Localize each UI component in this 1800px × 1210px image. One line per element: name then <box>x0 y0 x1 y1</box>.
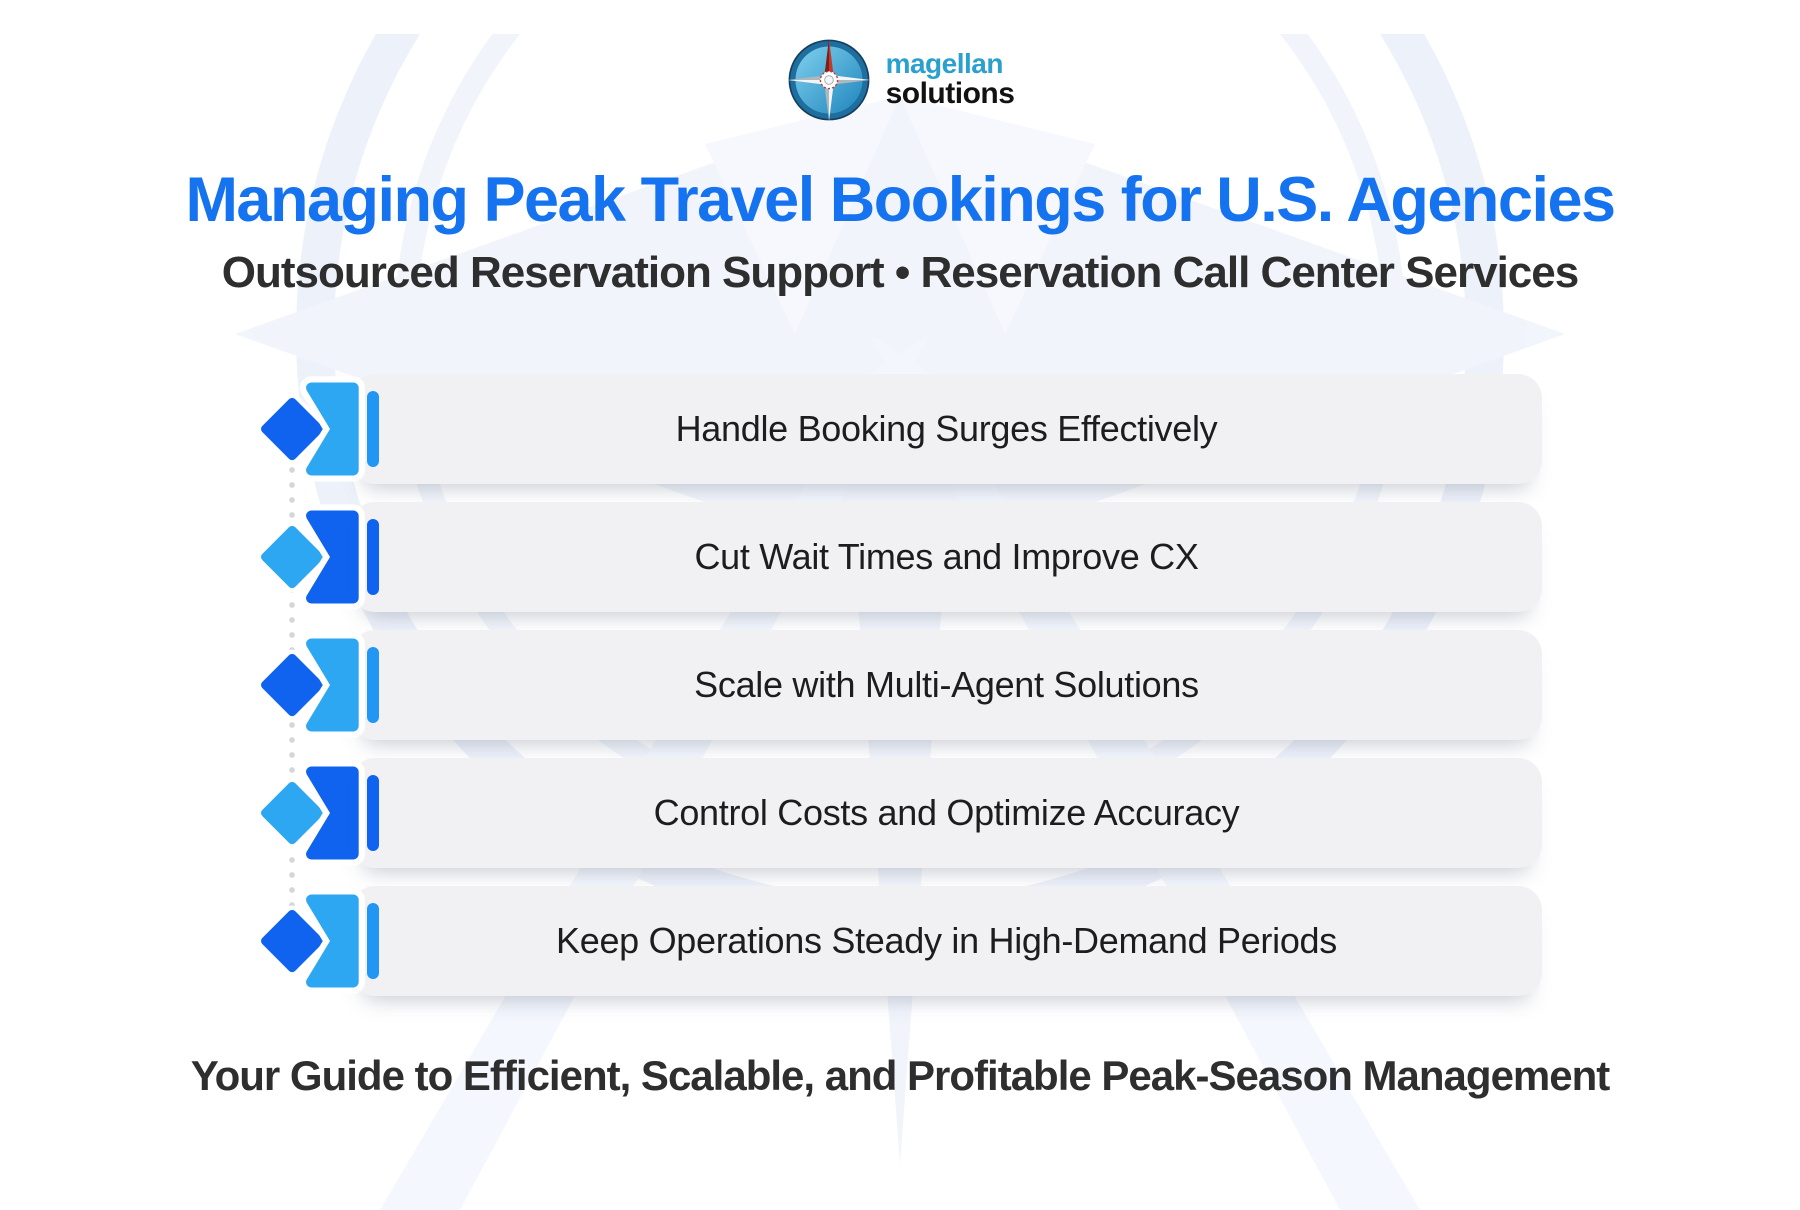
arrow-diamond-icon <box>250 504 365 610</box>
arrow-diamond-icon <box>250 376 365 482</box>
list-item: Scale with Multi-Agent Solutions <box>250 630 1542 740</box>
accent-bar <box>367 391 379 467</box>
list-item-pill: Scale with Multi-Agent Solutions <box>351 630 1542 740</box>
list-item-pill: Cut Wait Times and Improve CX <box>351 502 1542 612</box>
accent-bar <box>367 519 379 595</box>
arrow-diamond-icon <box>250 632 365 738</box>
list-item-pill: Keep Operations Steady in High-Demand Pe… <box>351 886 1542 996</box>
logo-brand-line1: magellan <box>885 48 1004 80</box>
page-title: Managing Peak Travel Bookings for U.S. A… <box>185 165 1616 235</box>
benefits-list: Handle Booking Surges Effectively Cut Wa… <box>250 374 1542 996</box>
compass-rose-icon <box>787 38 870 122</box>
list-item: Cut Wait Times and Improve CX <box>250 502 1542 612</box>
accent-bar <box>367 647 379 723</box>
accent-bar <box>367 903 379 979</box>
footer-tagline: Your Guide to Efficient, Scalable, and P… <box>190 1052 1611 1099</box>
accent-bar <box>367 775 379 851</box>
list-item-label: Cut Wait Times and Improve CX <box>694 536 1199 577</box>
list-item-pill: Handle Booking Surges Effectively <box>351 374 1542 484</box>
page-subtitle: Outsourced Reservation Support • Reserva… <box>221 248 1579 297</box>
arrow-diamond-icon <box>250 888 365 994</box>
arrow-diamond-icon <box>250 760 365 866</box>
logo-brand-line2: solutions <box>885 76 1015 110</box>
logo: magellan solutions <box>0 34 1800 126</box>
logo-wordmark: magellan solutions <box>886 50 1015 109</box>
list-item-pill: Control Costs and Optimize Accuracy <box>351 758 1542 868</box>
list-item: Control Costs and Optimize Accuracy <box>250 758 1542 868</box>
list-item-label: Keep Operations Steady in High-Demand Pe… <box>556 920 1337 961</box>
list-item-label: Handle Booking Surges Effectively <box>675 408 1218 449</box>
list-item-label: Scale with Multi-Agent Solutions <box>694 664 1199 705</box>
list-item: Handle Booking Surges Effectively <box>250 374 1542 484</box>
list-item: Keep Operations Steady in High-Demand Pe… <box>250 886 1542 996</box>
list-item-label: Control Costs and Optimize Accuracy <box>653 792 1240 833</box>
